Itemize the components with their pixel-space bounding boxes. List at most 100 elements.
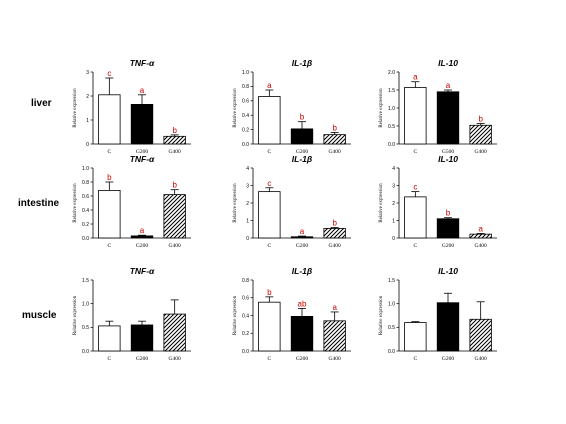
chart-title: IL-10 <box>438 154 458 164</box>
chart-panel-liver-3: IL-10 Relative expression 0.0 0.5 1.0 1.5 2.0 a… <box>379 58 497 155</box>
x-tick-label: C <box>413 243 417 249</box>
chart-panel-liver-2: IL-1β Relative expression 0.0 0.2 0.4 0.6 0.8 1… <box>233 58 351 155</box>
row-label-muscle: muscle <box>22 310 57 321</box>
bar-G200 <box>436 218 460 239</box>
x-tick-label: C <box>107 356 111 362</box>
significance-letter: ab <box>298 299 307 308</box>
x-tick-label: C <box>413 356 417 362</box>
significance-letter: b <box>267 288 272 297</box>
y-tick-label: 2 <box>392 201 395 207</box>
chart-panel-muscle-1: TNF-α Relative expression 0.0 0.5 1.0 1.5 C G20… <box>73 266 191 362</box>
y-tick-label: 0.5 <box>388 124 395 130</box>
chart-title: IL-10 <box>438 266 458 276</box>
x-tick-label: G400 <box>169 356 181 362</box>
bar-C <box>98 94 121 145</box>
y-tick-label: 1.0 <box>388 301 395 307</box>
x-tick-label: G400 <box>329 243 341 249</box>
y-tick-label: 0.8 <box>242 278 249 284</box>
x-tick-label: G200 <box>442 243 454 249</box>
bar-G400 <box>323 134 346 145</box>
y-tick-label: 0.0 <box>242 349 249 355</box>
y-tick-label: 3 <box>392 183 395 189</box>
significance-letter: a <box>300 227 305 236</box>
bar-G200 <box>290 315 314 352</box>
bar-G500 <box>436 91 460 145</box>
significance-letter: a <box>478 224 483 233</box>
bar-G400 <box>323 320 346 352</box>
bar-C <box>98 189 121 239</box>
chart-panel-muscle-3: IL-10 Relative expression 0.0 0.5 1.0 1.5 C G20… <box>379 266 497 362</box>
x-tick-label: C <box>107 149 111 155</box>
chart-title: IL-1β <box>292 58 312 68</box>
y-axis-label: Relative expression <box>73 88 78 128</box>
bar-C <box>98 325 121 352</box>
y-tick-label: 4 <box>392 166 395 172</box>
row-label-liver: liver <box>31 98 52 109</box>
y-axis-label: Relative expression <box>233 295 238 335</box>
bar-G200 <box>436 302 460 352</box>
bar-G400 <box>163 313 186 352</box>
y-axis-label: Relative expression <box>379 88 384 128</box>
y-tick-label: 1 <box>392 218 395 224</box>
x-tick-label: C <box>107 243 111 249</box>
y-tick-label: 1.5 <box>388 278 395 284</box>
y-tick-label: 0.4 <box>242 313 249 319</box>
y-tick-label: 0 <box>86 142 89 148</box>
bar-G200 <box>290 128 314 145</box>
significance-letter: a <box>140 226 145 235</box>
significance-letter: b <box>300 113 305 122</box>
bar-G200 <box>130 324 154 352</box>
x-tick-label: G400 <box>475 243 487 249</box>
y-tick-label: 0.4 <box>242 113 249 119</box>
bar-G400 <box>469 318 492 352</box>
x-tick-label: G400 <box>329 356 341 362</box>
bar-C <box>404 196 427 239</box>
bar-G200 <box>130 235 154 239</box>
y-tick-label: 0.0 <box>82 236 89 242</box>
bar-C <box>258 191 281 239</box>
significance-letter: b <box>172 181 177 190</box>
significance-letter: a <box>140 86 145 95</box>
chart-panel-muscle-2: IL-1β Relative expression 0.0 0.2 0.4 0.6 0.8 b… <box>233 266 351 362</box>
x-tick-label: G200 <box>296 149 308 155</box>
x-tick-label: G200 <box>136 149 148 155</box>
y-tick-label: 2 <box>86 94 89 100</box>
y-tick-label: 1.0 <box>388 106 395 112</box>
significance-letter: b <box>478 114 483 123</box>
significance-letter: b <box>332 123 337 132</box>
row-label-intestine: intestine <box>18 198 60 209</box>
y-tick-label: 1.0 <box>242 70 249 76</box>
y-axis-label: Relative expression <box>73 183 78 223</box>
bar-G400 <box>323 227 346 239</box>
x-tick-label: C <box>267 243 271 249</box>
y-tick-label: 1.0 <box>82 166 89 172</box>
bar-G400 <box>469 233 492 239</box>
y-tick-label: 0.6 <box>242 296 249 302</box>
chart-panel-intestine-1: TNF-α Relative expression 0.0 0.2 0.4 0.6 0.8 1… <box>73 154 191 249</box>
x-tick-label: G200 <box>136 356 148 362</box>
chart-title: IL-1β <box>292 154 312 164</box>
chart-title: TNF-α <box>130 266 155 276</box>
x-tick-label: G400 <box>475 356 487 362</box>
y-tick-label: 4 <box>246 166 249 172</box>
bar-C <box>404 87 427 145</box>
y-axis-label: Relative expression <box>379 295 384 335</box>
y-axis-label: Relative expression <box>233 88 238 128</box>
chart-panel-intestine-3: IL-10 Relative expression 0 1 2 3 4 c Cb G200 a G40… <box>379 154 497 249</box>
chart-title: IL-10 <box>438 58 458 68</box>
y-tick-label: 0.0 <box>388 349 395 355</box>
y-axis-label: Relative expression <box>73 295 78 335</box>
y-tick-label: 1 <box>86 118 89 124</box>
y-tick-label: 0.6 <box>82 194 89 200</box>
bar-G200 <box>130 104 154 145</box>
x-tick-label: G400 <box>475 149 487 155</box>
chart-title: TNF-α <box>130 154 155 164</box>
significance-letter: c <box>107 69 111 78</box>
bar-G400 <box>163 194 186 239</box>
significance-letter: b <box>446 209 451 218</box>
chart-title: TNF-α <box>130 58 155 68</box>
x-tick-label: G200 <box>296 243 308 249</box>
significance-letter: b <box>107 173 112 182</box>
x-tick-label: G200 <box>442 356 454 362</box>
